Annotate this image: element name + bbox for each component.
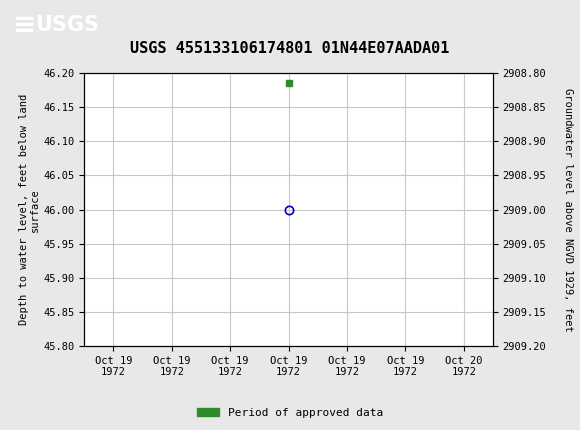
- Text: USGS 455133106174801 01N44E07AADA01: USGS 455133106174801 01N44E07AADA01: [130, 41, 450, 56]
- Y-axis label: Depth to water level, feet below land
surface: Depth to water level, feet below land su…: [19, 94, 41, 325]
- Text: ≡: ≡: [13, 11, 36, 39]
- Legend: Period of approved data: Period of approved data: [193, 403, 387, 422]
- Text: USGS: USGS: [35, 15, 99, 35]
- Y-axis label: Groundwater level above NGVD 1929, feet: Groundwater level above NGVD 1929, feet: [563, 88, 573, 332]
